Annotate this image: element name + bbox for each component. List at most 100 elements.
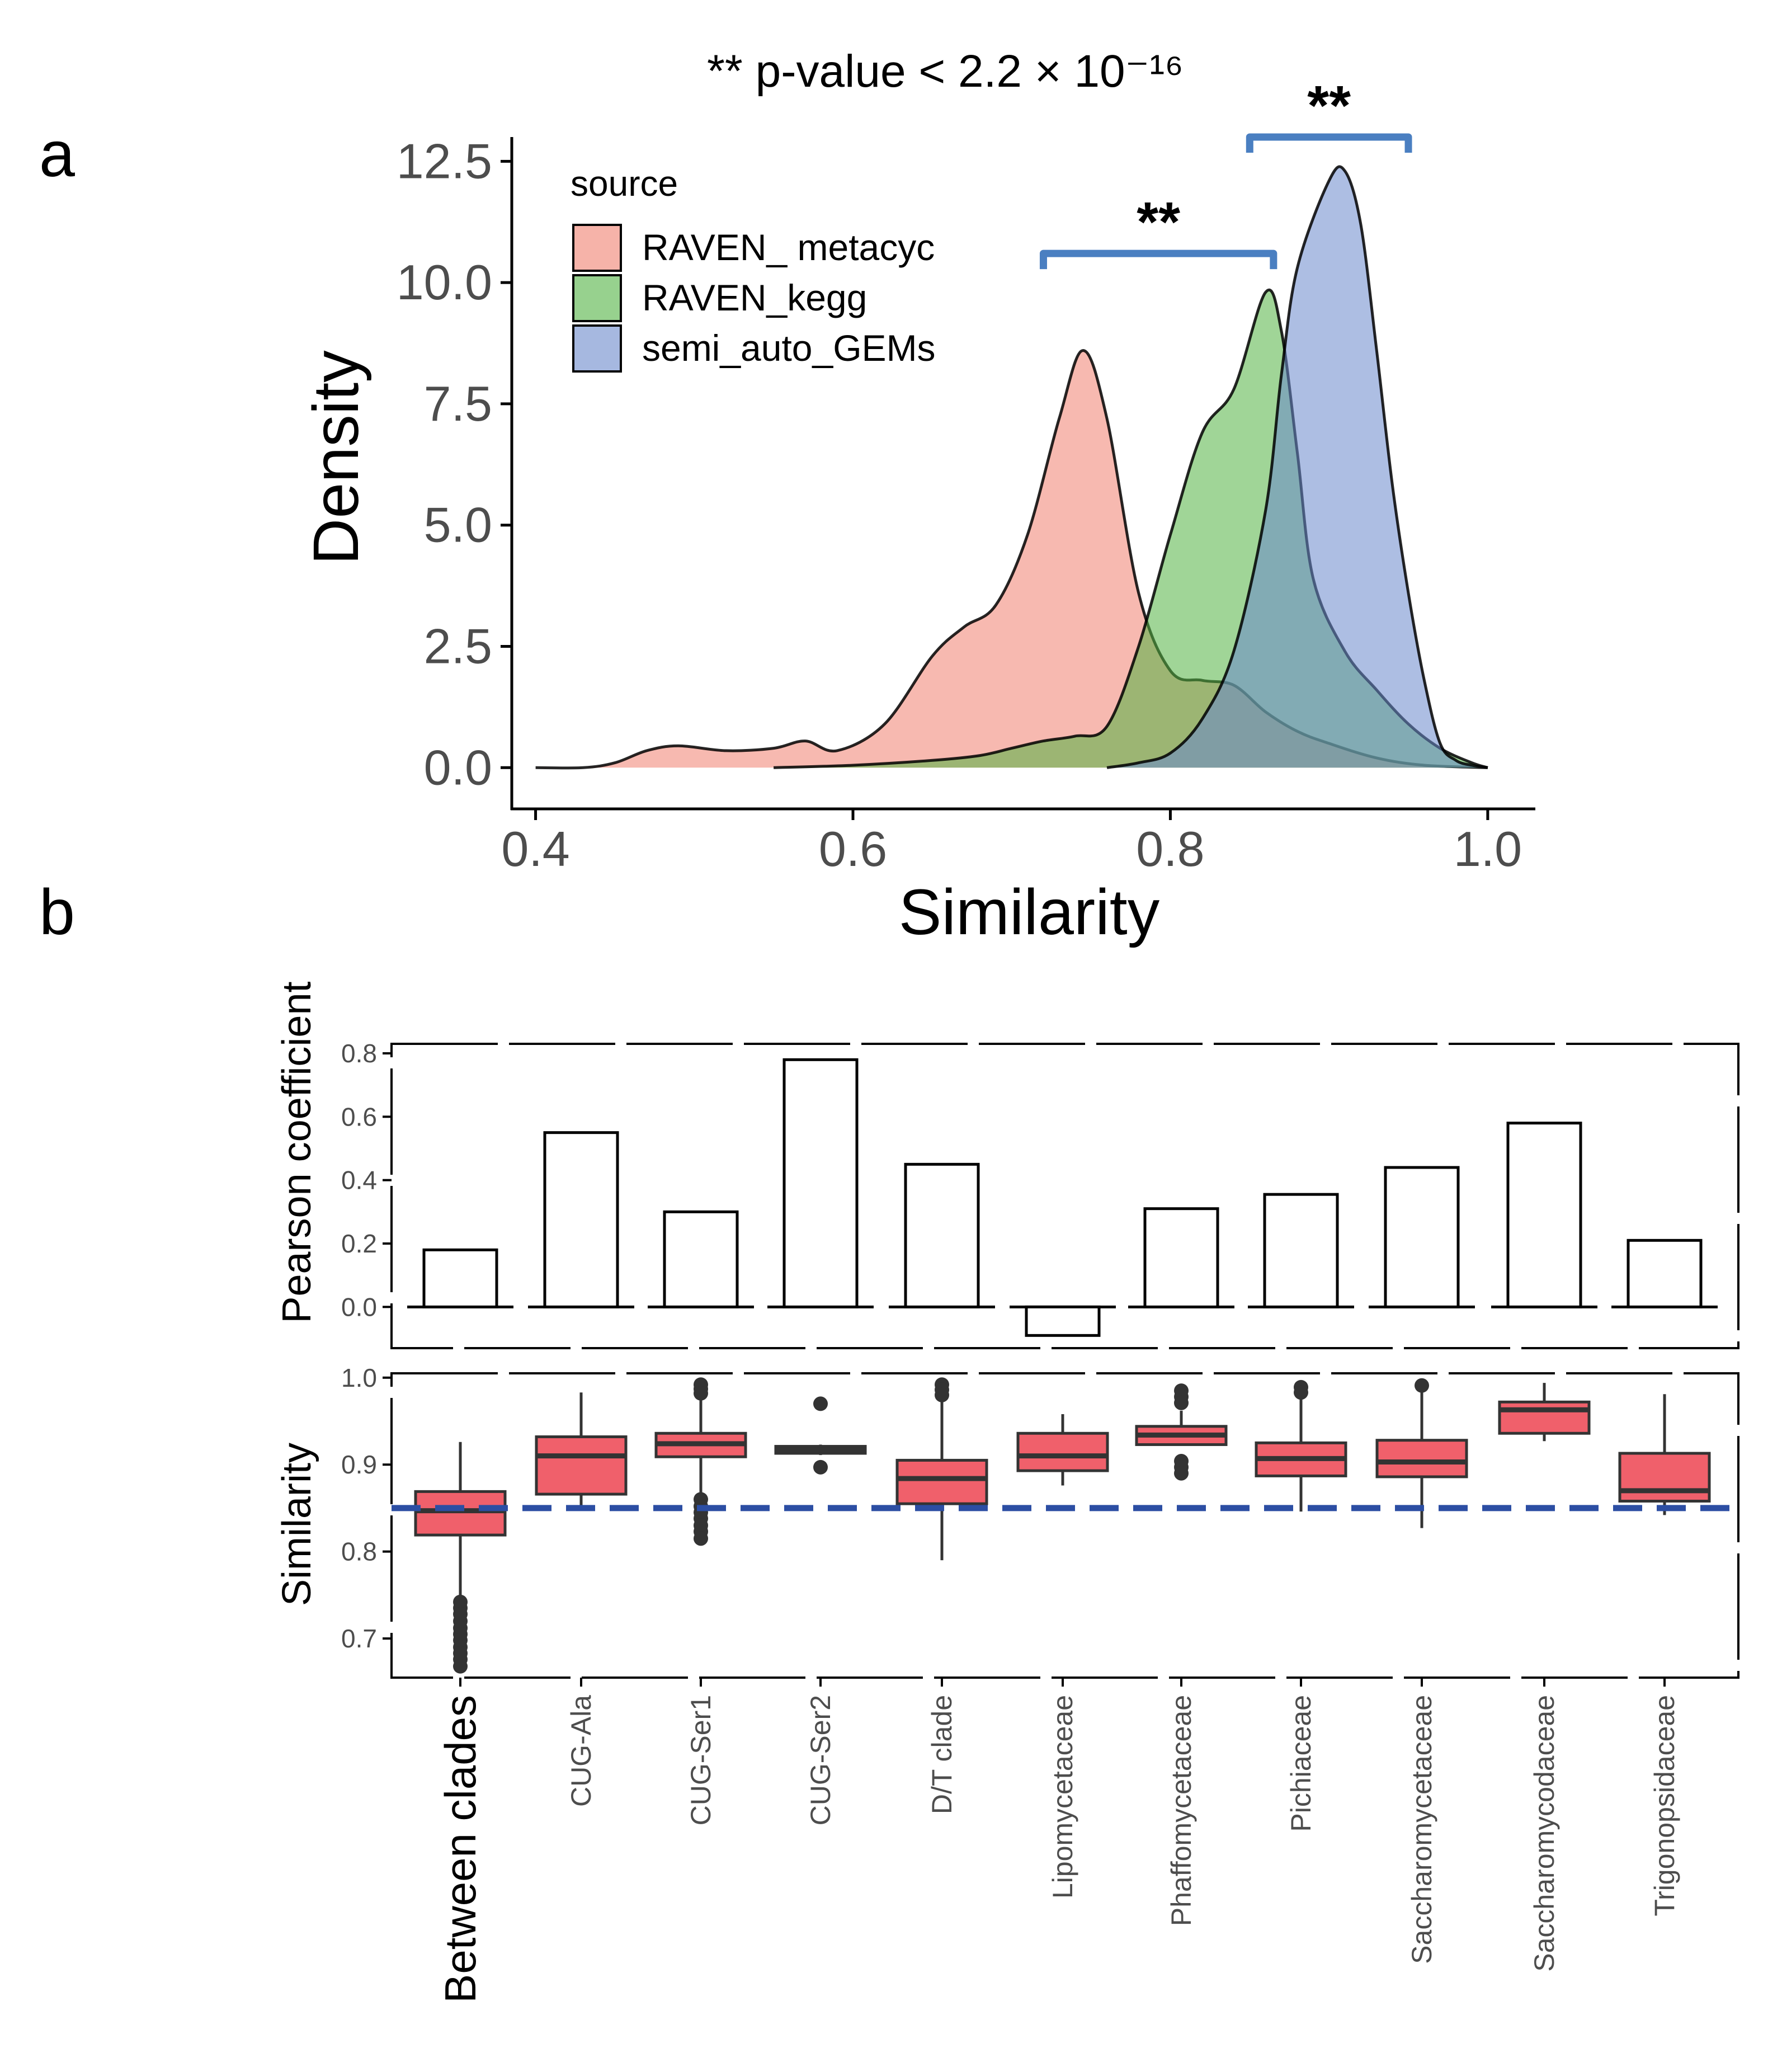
pearson-panel: 0.0 0.2 0.4 0.6 0.8 Pearson coefficient <box>275 981 1739 1349</box>
box-outlier <box>813 1459 828 1475</box>
similarity-x-tick-label: Phaffomycetaceae <box>1166 1695 1197 1926</box>
density-legend: source RAVEN_ metacyc RAVEN_kegg semi_au… <box>571 163 936 373</box>
significance-label-1: ** <box>1137 191 1180 253</box>
density-x-ticks: 0.4 0.6 0.8 1.0 <box>501 809 1522 877</box>
box-outlier <box>1174 1395 1189 1410</box>
pearson-bar-10 <box>1506 1122 1582 1308</box>
pearson-y-tick-label: 0.4 <box>341 1166 377 1195</box>
legend-label-kegg: RAVEN_kegg <box>642 277 867 318</box>
box-iqr <box>1016 1431 1109 1472</box>
similarity-x-tick-label: Saccharomycetaceae <box>1406 1695 1437 1964</box>
significance-label-2: ** <box>1307 74 1351 137</box>
similarity-x-tick-label: Pichiaceae <box>1285 1695 1317 1832</box>
significance-bracket-1 <box>1039 249 1277 270</box>
pearson-bar-5 <box>904 1162 980 1308</box>
similarity-x-tick-label: CUG-Ser1 <box>685 1695 716 1825</box>
legend-label-metacyc: RAVEN_ metacyc <box>642 227 935 268</box>
similarity-box-10 <box>1498 1383 1591 1442</box>
box-outlier <box>694 1531 708 1546</box>
panel-label-a: a <box>39 119 75 190</box>
similarity-box-4 <box>774 1396 867 1475</box>
pearson-bar-1 <box>422 1248 498 1308</box>
box-iqr <box>1375 1439 1468 1478</box>
density-y-tick-label: 0.0 <box>424 740 492 795</box>
panel-label-b: b <box>39 877 75 948</box>
pearson-bar-4 <box>782 1058 859 1308</box>
pearson-bar-9 <box>1384 1166 1460 1308</box>
density-y-tick-label: 12.5 <box>397 133 492 189</box>
similarity-y-tick-label: 1.0 <box>341 1363 377 1392</box>
similarity-y-tick-label: 0.7 <box>341 1624 377 1653</box>
box-outlier <box>694 1386 708 1401</box>
legend-key-semi <box>572 324 622 373</box>
similarity-box-2 <box>535 1392 628 1506</box>
density-y-ticks: 0.0 2.5 5.0 7.5 10.0 12.5 <box>397 133 512 795</box>
pearson-y-tick-label: 0.0 <box>341 1292 377 1321</box>
similarity-box-6 <box>1016 1414 1109 1486</box>
density-panel: ** ** 0.0 2.5 5.0 7.5 10.0 12.5 0.4 0.6 0.8 1.0 S… <box>300 74 1535 948</box>
similarity-x-tick-label: D/T clade <box>926 1695 958 1814</box>
box-outlier <box>935 1387 949 1402</box>
similarity-y-ticks: 0.7 0.8 0.9 1.0 <box>341 1363 392 1653</box>
density-curve-semi <box>1106 165 1488 769</box>
density-area-metacyc <box>535 350 1488 768</box>
significance-bracket-2 <box>1246 133 1412 153</box>
similarity-x-tick-label: CUG-Ala <box>565 1695 597 1807</box>
similarity-y-tick-label: 0.9 <box>341 1450 377 1479</box>
density-x-tick-label: 1.0 <box>1454 821 1522 877</box>
legend-label-semi: semi_auto_GEMs <box>642 327 936 369</box>
similarity-y-axis-title: Similarity <box>275 1443 319 1606</box>
density-x-axis-title: Similarity <box>899 877 1160 948</box>
pearson-panel-border <box>390 1043 1739 1349</box>
legend-key-kegg <box>572 274 622 322</box>
density-areas <box>535 165 1488 770</box>
similarity-boxes <box>392 1377 1738 1674</box>
density-y-tick-label: 5.0 <box>424 497 492 553</box>
pearson-bars <box>407 1058 1718 1337</box>
similarity-box-9 <box>1375 1378 1468 1528</box>
density-x-tick-label: 0.8 <box>1136 821 1204 877</box>
pearson-bar-7 <box>1143 1207 1219 1308</box>
box-iqr <box>1618 1452 1711 1503</box>
pearson-y-ticks: 0.0 0.2 0.4 0.6 0.8 <box>341 1039 392 1321</box>
similarity-y-tick-label: 0.8 <box>341 1537 377 1566</box>
similarity-panel: 0.7 0.8 0.9 1.0 Between clades CUG-Ala CUG-Se… <box>275 1363 1739 2003</box>
density-y-axis-title: Density <box>300 350 372 565</box>
density-y-tick-label: 2.5 <box>424 619 492 674</box>
similarity-panel-border <box>390 1372 1739 1679</box>
similarity-x-tick-label: Between clades <box>436 1695 485 2003</box>
density-area-semi <box>1107 166 1488 768</box>
similarity-box-7 <box>1135 1383 1228 1481</box>
pearson-bar-6 <box>1025 1305 1101 1337</box>
legend-key-metacyc <box>572 224 622 272</box>
box-outlier <box>1415 1378 1429 1393</box>
legend-title: source <box>571 163 678 204</box>
box-outlier <box>1174 1466 1189 1481</box>
box-outlier <box>813 1396 828 1411</box>
similarity-x-tick-label: Saccharomycodaceae <box>1529 1695 1560 1972</box>
box-iqr <box>535 1435 628 1496</box>
pearson-bar-3 <box>663 1210 739 1308</box>
pearson-y-tick-label: 0.8 <box>341 1039 377 1068</box>
pearson-bar-11 <box>1627 1239 1703 1308</box>
box-outlier <box>1294 1385 1308 1400</box>
density-y-tick-label: 7.5 <box>424 376 492 431</box>
box-iqr <box>1498 1400 1591 1435</box>
similarity-box-1 <box>414 1442 507 1674</box>
similarity-x-tick-label: Lipomycetaceae <box>1047 1695 1078 1899</box>
similarity-x-tick-label: Trigonopsidaceae <box>1649 1695 1680 1916</box>
significance-brackets: ** ** <box>1039 74 1412 270</box>
similarity-box-8 <box>1255 1379 1347 1512</box>
pearson-y-axis-title: Pearson coefficient <box>275 981 319 1323</box>
pearson-bar-2 <box>543 1131 619 1308</box>
box-iqr <box>414 1490 507 1537</box>
similarity-box-5 <box>895 1377 988 1561</box>
density-x-tick-label: 0.4 <box>501 821 569 877</box>
density-y-tick-label: 10.0 <box>397 255 492 310</box>
box-outlier <box>453 1659 468 1674</box>
similarity-box-11 <box>1618 1394 1711 1515</box>
pearson-y-tick-label: 0.2 <box>341 1229 377 1258</box>
pearson-bar-8 <box>1263 1193 1339 1308</box>
